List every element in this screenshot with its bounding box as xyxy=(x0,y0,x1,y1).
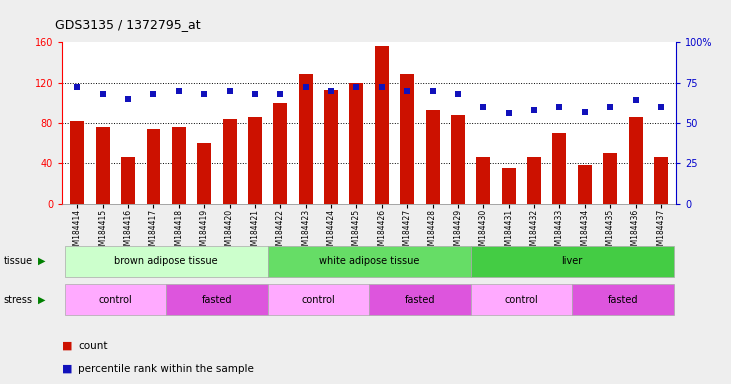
Text: control: control xyxy=(301,295,336,305)
Bar xyxy=(471,284,572,315)
Bar xyxy=(96,127,110,204)
Point xyxy=(122,96,134,102)
Point xyxy=(249,91,261,97)
Point xyxy=(72,84,83,91)
Text: fasted: fasted xyxy=(202,295,232,305)
Point xyxy=(605,104,616,110)
Text: control: control xyxy=(99,295,132,305)
Bar xyxy=(64,246,268,276)
Bar xyxy=(629,117,643,204)
Bar xyxy=(451,115,465,204)
Bar xyxy=(425,110,439,204)
Bar xyxy=(477,157,491,204)
Text: ▶: ▶ xyxy=(38,256,45,266)
Point xyxy=(173,88,185,94)
Bar xyxy=(223,119,237,204)
Point xyxy=(275,91,287,97)
Bar xyxy=(166,284,268,315)
Point xyxy=(427,88,439,94)
Bar xyxy=(603,153,617,204)
Text: liver: liver xyxy=(561,256,583,266)
Point xyxy=(452,91,463,97)
Bar xyxy=(273,103,287,204)
Point xyxy=(579,109,591,115)
Bar xyxy=(64,284,166,315)
Point xyxy=(401,88,413,94)
Bar xyxy=(369,284,471,315)
Text: GDS3135 / 1372795_at: GDS3135 / 1372795_at xyxy=(55,18,200,31)
Text: percentile rank within the sample: percentile rank within the sample xyxy=(78,364,254,374)
Point xyxy=(503,110,515,116)
Point xyxy=(224,88,235,94)
Point xyxy=(477,104,489,110)
Point xyxy=(300,84,311,91)
Bar xyxy=(577,165,592,204)
Bar xyxy=(197,143,211,204)
Bar xyxy=(299,74,313,204)
Point xyxy=(376,84,387,91)
Point xyxy=(553,104,565,110)
Bar xyxy=(121,157,135,204)
Text: ■: ■ xyxy=(62,341,72,351)
Bar xyxy=(501,168,515,204)
Bar xyxy=(553,133,567,204)
Text: count: count xyxy=(78,341,107,351)
Text: white adipose tissue: white adipose tissue xyxy=(319,256,420,266)
Point xyxy=(97,91,109,97)
Text: stress: stress xyxy=(4,295,33,305)
Text: ▶: ▶ xyxy=(38,295,45,305)
Bar xyxy=(268,284,369,315)
Bar xyxy=(527,157,541,204)
Bar xyxy=(401,74,414,204)
Text: fasted: fasted xyxy=(607,295,638,305)
Text: ■: ■ xyxy=(62,364,72,374)
Text: brown adipose tissue: brown adipose tissue xyxy=(114,256,218,266)
Bar xyxy=(268,246,471,276)
Bar xyxy=(349,83,363,204)
Text: tissue: tissue xyxy=(4,256,33,266)
Bar xyxy=(146,129,161,204)
Point xyxy=(198,91,210,97)
Bar xyxy=(654,157,668,204)
Bar xyxy=(172,127,186,204)
Point xyxy=(351,84,363,91)
Bar xyxy=(471,246,674,276)
Point xyxy=(325,88,337,94)
Point xyxy=(529,107,540,113)
Bar xyxy=(572,284,674,315)
Text: fasted: fasted xyxy=(405,295,435,305)
Point xyxy=(148,91,159,97)
Bar xyxy=(375,46,389,204)
Bar xyxy=(248,117,262,204)
Point xyxy=(629,97,641,103)
Bar xyxy=(324,89,338,204)
Text: control: control xyxy=(504,295,538,305)
Bar xyxy=(70,121,84,204)
Point xyxy=(655,104,667,110)
